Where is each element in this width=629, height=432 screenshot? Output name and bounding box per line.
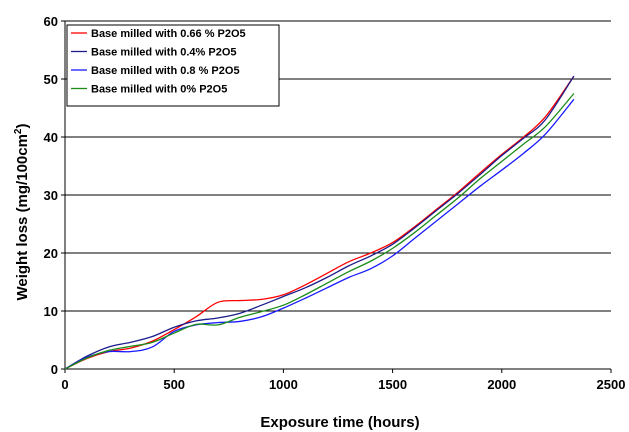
x-tick-label: 2500 bbox=[597, 377, 626, 392]
series-line-0-p2o5 bbox=[64, 93, 575, 370]
y-tick-label: 10 bbox=[44, 304, 58, 319]
y-axis-title-end: ) bbox=[14, 124, 31, 129]
x-tick-label: 1000 bbox=[269, 377, 298, 392]
x-tick-label: 1500 bbox=[378, 377, 407, 392]
y-tick-label: 60 bbox=[44, 14, 58, 29]
y-axis-title-superscript: 2 bbox=[13, 128, 24, 134]
series-line-08-p2o5 bbox=[64, 98, 575, 370]
y-tick-label: 20 bbox=[44, 246, 58, 261]
x-tick-label: 0 bbox=[61, 377, 68, 392]
x-tick-label: 500 bbox=[163, 377, 185, 392]
legend-box bbox=[66, 24, 280, 107]
legend-label: Base milled with 0.8 % P2O5 bbox=[91, 65, 240, 77]
x-axis-title: Exposure time (hours) bbox=[260, 414, 419, 431]
tick-labels: 0 10 20 30 40 50 60 0 500 1000 1500 2000 2500 bbox=[44, 14, 626, 392]
series-line-04-p2o5 bbox=[64, 75, 575, 370]
y-axis-title: Weight loss (mg/100cm2) bbox=[13, 124, 31, 301]
y-tick-label: 0 bbox=[51, 362, 58, 377]
y-axis-title-main: Weight loss (mg/100cm bbox=[14, 134, 31, 300]
y-tick-label: 30 bbox=[44, 188, 58, 203]
y-tick-label: 40 bbox=[44, 130, 58, 145]
series-line-066-p2o5 bbox=[64, 75, 575, 370]
legend-label: Base milled with 0.66 % P2O5 bbox=[91, 28, 246, 40]
x-tick-label: 2000 bbox=[487, 377, 516, 392]
legend: Base milled with 0.66 % P2O5 Base milled … bbox=[66, 24, 280, 107]
legend-label: Base milled with 0% P2O5 bbox=[91, 84, 227, 96]
y-tick-label: 50 bbox=[44, 72, 58, 87]
axes bbox=[61, 20, 612, 373]
legend-label: Base milled with 0.4% P2O5 bbox=[91, 47, 237, 59]
series-lines bbox=[64, 75, 575, 370]
legend-items: Base milled with 0.66 % P2O5 Base milled … bbox=[71, 28, 246, 96]
